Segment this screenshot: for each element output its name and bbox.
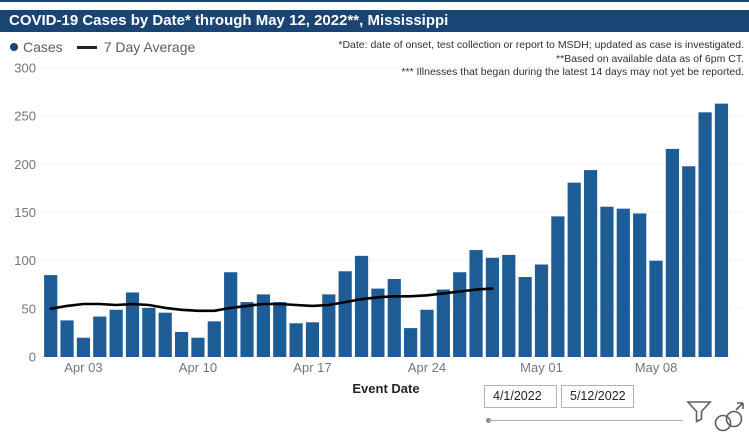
bar-apr-18[interactable] bbox=[322, 294, 336, 357]
bar-apr-16[interactable] bbox=[289, 323, 303, 357]
bar-may-11[interactable] bbox=[698, 112, 712, 358]
y-tick-label-250: 250 bbox=[14, 109, 36, 124]
bar-may-7[interactable] bbox=[633, 213, 647, 357]
bar-apr-30[interactable] bbox=[518, 277, 532, 357]
bar-apr-13[interactable] bbox=[240, 302, 254, 357]
cases-legend-dot-icon bbox=[10, 43, 18, 51]
bar-apr-27[interactable] bbox=[469, 250, 483, 357]
x-tick-label-apr-17: Apr 17 bbox=[293, 360, 331, 375]
y-tick-label-300: 300 bbox=[14, 61, 36, 76]
bar-apr-14[interactable] bbox=[256, 294, 270, 357]
bar-apr-10[interactable] bbox=[191, 337, 205, 357]
x-tick-label-may-01: May 01 bbox=[520, 360, 563, 375]
bar-apr-15[interactable] bbox=[273, 302, 287, 357]
legend-cases-label: Cases bbox=[23, 39, 63, 55]
bar-may-2[interactable] bbox=[551, 216, 565, 357]
bar-apr-17[interactable] bbox=[305, 322, 320, 357]
bar-may-5[interactable] bbox=[600, 206, 614, 357]
bar-apr-21[interactable] bbox=[371, 288, 385, 357]
bar-apr-11[interactable] bbox=[207, 321, 221, 357]
x-tick-label-apr-10: Apr 10 bbox=[179, 360, 217, 375]
bar-apr-19[interactable] bbox=[338, 271, 352, 357]
footnote-2: **Based on available data as of 6pm CT. bbox=[556, 52, 744, 65]
bar-apr-5[interactable] bbox=[109, 309, 123, 357]
bar-may-9[interactable] bbox=[665, 148, 679, 357]
legend: Cases 7 Day Average bbox=[10, 38, 195, 56]
bar-apr-22[interactable] bbox=[387, 278, 401, 357]
y-tick-label-50: 50 bbox=[22, 301, 36, 316]
bar-apr-28[interactable] bbox=[485, 257, 500, 357]
top-border bbox=[0, 0, 749, 2]
footnote-3: *** Illnesses that began during the late… bbox=[401, 66, 744, 78]
bar-apr-29[interactable] bbox=[502, 254, 516, 357]
bar-may-12[interactable] bbox=[714, 103, 729, 357]
end-date-input[interactable]: 5/12/2022 bbox=[561, 385, 634, 408]
bar-apr-6[interactable] bbox=[125, 292, 140, 357]
bar-apr-1[interactable] bbox=[44, 275, 58, 357]
bar-apr-23[interactable] bbox=[404, 328, 418, 357]
y-tick-label-200: 200 bbox=[14, 157, 36, 172]
bar-apr-9[interactable] bbox=[174, 331, 189, 357]
x-tick-label-may-08: May 08 bbox=[635, 360, 678, 375]
bar-apr-20[interactable] bbox=[354, 255, 369, 357]
y-tick-label-100: 100 bbox=[14, 253, 36, 268]
chart-title: COVID-19 Cases by Date* through May 12, … bbox=[0, 10, 749, 32]
y-tick-label-0: 0 bbox=[29, 350, 36, 365]
x-axis-title: Event Date bbox=[352, 381, 420, 396]
bar-may-1[interactable] bbox=[534, 264, 549, 357]
bar-apr-26[interactable] bbox=[453, 272, 467, 357]
bar-may-4[interactable] bbox=[583, 170, 598, 357]
focus-mode-icon[interactable] bbox=[714, 402, 744, 432]
bar-apr-7[interactable] bbox=[142, 307, 156, 357]
bar-apr-8[interactable] bbox=[158, 312, 172, 357]
legend-avg-label: 7 Day Average bbox=[103, 39, 196, 55]
bar-apr-2[interactable] bbox=[60, 320, 74, 357]
bar-apr-24[interactable] bbox=[420, 309, 434, 357]
bar-apr-12[interactable] bbox=[224, 272, 238, 357]
bar-may-6[interactable] bbox=[616, 208, 630, 357]
avg-legend-line-icon bbox=[76, 45, 97, 49]
x-tick-label-apr-24: Apr 24 bbox=[408, 360, 446, 375]
visual-corner-icons bbox=[686, 401, 744, 432]
bar-may-10[interactable] bbox=[682, 166, 696, 357]
bar-apr-25[interactable] bbox=[436, 289, 450, 357]
bar-may-8[interactable] bbox=[649, 260, 663, 357]
seven-day-average-line bbox=[49, 287, 494, 313]
filter-icon[interactable] bbox=[686, 401, 712, 423]
bar-apr-3[interactable] bbox=[76, 337, 91, 357]
bar-may-3[interactable] bbox=[567, 182, 581, 357]
footnotes: *Date: date of onset, test collection or… bbox=[338, 39, 744, 80]
y-tick-label-150: 150 bbox=[14, 205, 36, 220]
bar-apr-4[interactable] bbox=[93, 316, 107, 357]
zoom-slider-track[interactable] bbox=[488, 420, 683, 421]
x-tick-label-apr-03: Apr 03 bbox=[64, 360, 102, 375]
start-date-input[interactable]: 4/1/2022 bbox=[484, 385, 557, 408]
footnote-1: *Date: date of onset, test collection or… bbox=[338, 39, 744, 51]
